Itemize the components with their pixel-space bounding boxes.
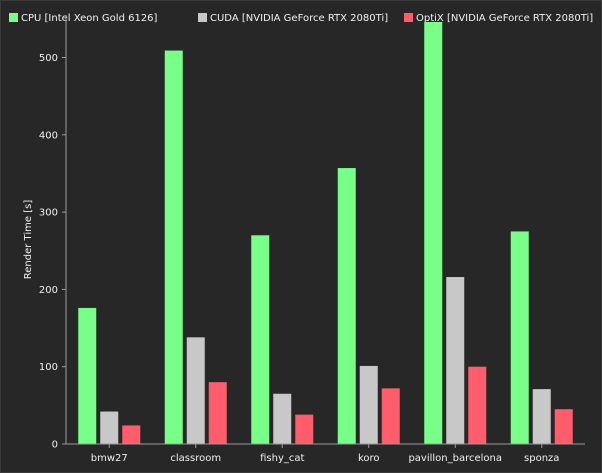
y-tick-label: 0	[52, 440, 58, 451]
y-tick-label: 400	[39, 130, 58, 141]
bar-classroom-series-1	[186, 337, 205, 444]
bar-koro-series-2	[381, 388, 400, 444]
legend-label: CPU [Intel Xeon Gold 6126]	[21, 13, 158, 24]
y-axis-title: Render Time [s]	[23, 200, 34, 280]
legend-label: CUDA [NVIDIA GeForce RTX 2080Ti]	[210, 13, 388, 24]
bar-bmw27-series-1	[100, 411, 119, 444]
bar-bmw27-series-0	[78, 307, 97, 444]
legend: CPU [Intel Xeon Gold 6126] CUDA [NVIDIA G…	[9, 13, 593, 24]
bar-classroom-series-0	[164, 50, 183, 444]
x-tick-label: koro	[358, 453, 380, 464]
bar-bmw27-series-2	[122, 425, 141, 444]
y-tick-label: 500	[39, 53, 58, 64]
plot-area	[78, 21, 573, 444]
y-tick-label: 100	[39, 362, 58, 373]
bar-sponza-series-2	[554, 409, 573, 444]
bar-koro-series-0	[337, 168, 356, 444]
bar-sponza-series-1	[532, 389, 551, 444]
x-tick-label: classroom	[170, 453, 221, 464]
y-tick-label: 200	[39, 285, 58, 296]
legend-label: OptiX [NVIDIA GeForce RTX 2080Ti]	[416, 13, 593, 24]
bar-fishy_cat-series-0	[251, 235, 270, 444]
legend-swatch	[9, 13, 18, 22]
bar-pavillon_barcelona-series-2	[468, 366, 487, 444]
bar-pavillon_barcelona-series-0	[424, 21, 443, 444]
bar-koro-series-1	[359, 365, 378, 444]
y-axis: 0 100 200 300 400 500	[39, 15, 67, 451]
bar-sponza-series-0	[510, 231, 529, 444]
legend-swatch	[198, 13, 207, 22]
x-tick-label: pavillon_barcelona	[408, 453, 502, 464]
bar-fishy_cat-series-1	[273, 393, 292, 444]
x-tick-label: fishy_cat	[260, 453, 304, 464]
x-tick-label: bmw27	[91, 453, 128, 464]
x-axis: bmw27 classroom fishy_cat koro pavillon_barc…	[66, 443, 585, 464]
x-tick-label: sponza	[524, 453, 559, 464]
legend-swatch	[404, 13, 413, 22]
bar-pavillon_barcelona-series-1	[446, 277, 465, 444]
y-tick-label: 300	[39, 208, 58, 219]
bar-classroom-series-2	[208, 382, 227, 444]
bar-fishy_cat-series-2	[295, 414, 314, 444]
